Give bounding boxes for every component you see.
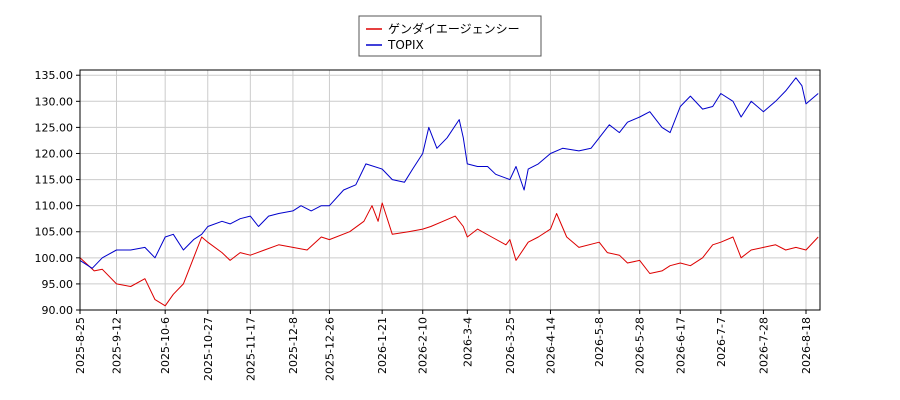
y-axis: 90.00 95.00 100.00 105.00 110.00 115.00 120.00… xyxy=(35,69,80,317)
legend-box xyxy=(358,15,542,57)
y-tick-label: 95.00 xyxy=(42,278,74,291)
series-line-2 xyxy=(79,77,819,269)
y-tick-label: 115.00 xyxy=(35,174,74,187)
y-tick-label: 100.00 xyxy=(35,252,74,265)
x-tick-label: 2025-10-6 xyxy=(159,317,172,374)
plot-frame xyxy=(79,69,821,311)
legend-label-series-1: ゲンダイエージェンシー xyxy=(388,21,520,36)
y-tick-label: 105.00 xyxy=(35,226,74,239)
x-tick-label: 2026-7-28 xyxy=(757,317,770,374)
legend: ゲンダイエージェンシー TOPIX xyxy=(358,15,542,57)
x-axis: 2025-8-25 2025-9-12 2025-10-6 2025-10-27 202… xyxy=(74,310,813,381)
x-tick-label: 2025-11-17 xyxy=(244,317,257,381)
series-line-1 xyxy=(79,202,819,307)
x-tick-label: 2026-3-4 xyxy=(461,317,474,367)
x-tick-label: 2026-2-10 xyxy=(417,317,430,374)
x-tick-label: 2025-12-26 xyxy=(323,317,336,381)
series-layer xyxy=(79,77,819,307)
x-tick-label: 2026-1-21 xyxy=(376,317,389,374)
x-tick-label: 2025-8-25 xyxy=(74,317,87,374)
x-tick-label: 2026-5-8 xyxy=(593,317,606,367)
x-tick-label: 2025-9-12 xyxy=(111,317,124,374)
x-tick-label: 2026-5-28 xyxy=(634,317,647,374)
y-tick-label: 135.00 xyxy=(35,69,74,82)
x-tick-label: 2026-8-18 xyxy=(800,317,813,374)
x-tick-label: 2025-12-8 xyxy=(287,317,300,374)
y-tick-label: 130.00 xyxy=(35,95,74,108)
y-tick-label: 110.00 xyxy=(35,200,74,213)
y-tick-label: 120.00 xyxy=(35,147,74,160)
x-tick-label: 2026-7-7 xyxy=(715,317,728,367)
y-tick-label: 90.00 xyxy=(42,304,74,317)
x-tick-label: 2026-4-14 xyxy=(544,317,557,374)
y-tick-label: 125.00 xyxy=(35,121,74,134)
legend-label-series-2: TOPIX xyxy=(387,38,424,52)
x-tick-label: 2025-10-27 xyxy=(202,317,215,381)
x-tick-label: 2026-6-17 xyxy=(674,317,687,374)
x-tick-label: 2026-3-25 xyxy=(504,317,517,374)
